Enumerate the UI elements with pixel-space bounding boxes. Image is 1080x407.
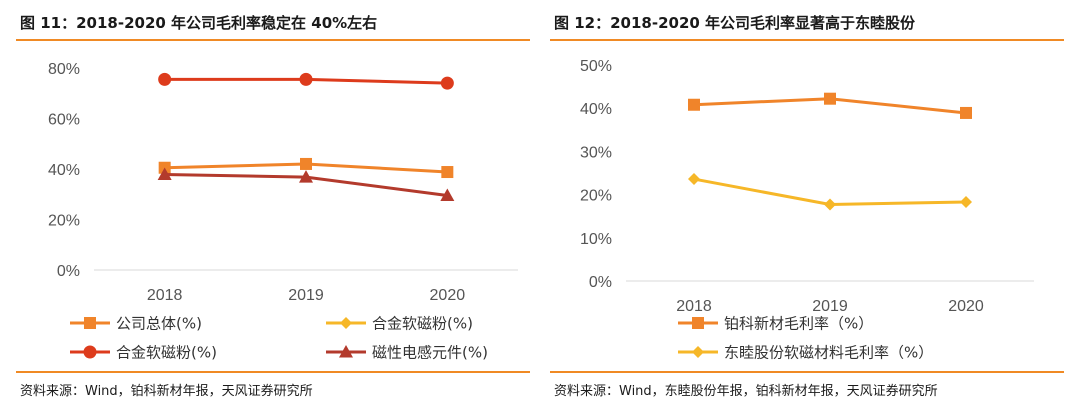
data-point: [960, 195, 972, 208]
data-point: [299, 170, 313, 183]
source-note: 资料来源：Wind，铂科新材年报，天风证券研究所: [20, 384, 313, 399]
source-note: 资料来源：Wind，东睦股份年报，铂科新材年报，天风证券研究所: [554, 384, 938, 399]
title-divider: [550, 39, 1064, 41]
legend-marker: [83, 345, 97, 359]
y-tick-label: 50%: [580, 58, 612, 75]
data-point: [158, 72, 172, 86]
source-divider: [16, 371, 530, 373]
legend-marker: [339, 345, 353, 358]
legend-marker: [84, 317, 96, 329]
legend-label: 铂科新材毛利率（%）: [724, 315, 873, 333]
x-tick-label: 2018: [147, 287, 183, 304]
data-point: [299, 72, 313, 86]
y-tick-label: 0%: [57, 263, 80, 280]
x-tick-label: 2019: [288, 287, 324, 304]
data-point: [440, 188, 455, 202]
y-tick-label: 0%: [589, 274, 612, 291]
y-tick-label: 60%: [48, 112, 80, 129]
x-tick-label: 2018: [676, 298, 712, 315]
source-divider: [550, 371, 1064, 373]
legend-label: 磁性电感元件(%): [372, 344, 488, 362]
chart-panel-gross-margin: 图 11：2018-2020 年公司毛利率稳定在 40%左右 0% 20% 40% 6…: [16, 0, 530, 407]
line-chart-gross-margin: 0% 20% 40% 60% 80% 2018 2019 2020 公司总体(%) 合金软磁粉(%…: [48, 61, 518, 362]
data-point: [157, 167, 172, 181]
data-point: [824, 198, 836, 211]
legend-label: 合金软磁粉(%): [372, 315, 473, 333]
y-tick-label: 80%: [48, 61, 80, 78]
legend-label: 合金软磁粉(%): [116, 344, 217, 362]
y-tick-label: 20%: [580, 188, 612, 205]
chart-title: 图 12：2018-2020 年公司毛利率显著高于东睦股份: [554, 14, 916, 32]
data-point: [300, 157, 312, 170]
line-chart-margin-comparison: 0% 10% 20% 30% 40% 50% 2018 2019 2020 铂科新材毛利率（%） 东…: [580, 58, 1034, 362]
data-point: [688, 173, 700, 186]
legend-label: 东睦股份软磁材料毛利率（%）: [724, 344, 933, 362]
legend-marker: [692, 317, 704, 329]
y-tick-label: 10%: [580, 231, 612, 248]
y-tick-label: 40%: [580, 101, 612, 118]
title-divider: [16, 39, 530, 41]
x-tick-label: 2020: [430, 287, 466, 304]
x-tick-label: 2020: [948, 298, 984, 315]
data-point: [688, 98, 700, 111]
y-tick-label: 40%: [48, 162, 80, 179]
chart-panel-margin-comparison: 图 12：2018-2020 年公司毛利率显著高于东睦股份 0% 10% 20% 30…: [550, 0, 1064, 407]
y-tick-label: 30%: [580, 144, 612, 161]
data-point: [441, 166, 454, 179]
data-point: [824, 92, 836, 105]
chart-title: 图 11：2018-2020 年公司毛利率稳定在 40%左右: [20, 14, 378, 32]
legend-marker: [340, 317, 352, 329]
legend-label: 公司总体(%): [116, 315, 202, 333]
legend-marker: [692, 346, 704, 358]
y-tick-label: 20%: [48, 213, 80, 230]
x-tick-label: 2019: [812, 298, 848, 315]
data-point: [960, 106, 972, 119]
data-point: [440, 76, 454, 90]
